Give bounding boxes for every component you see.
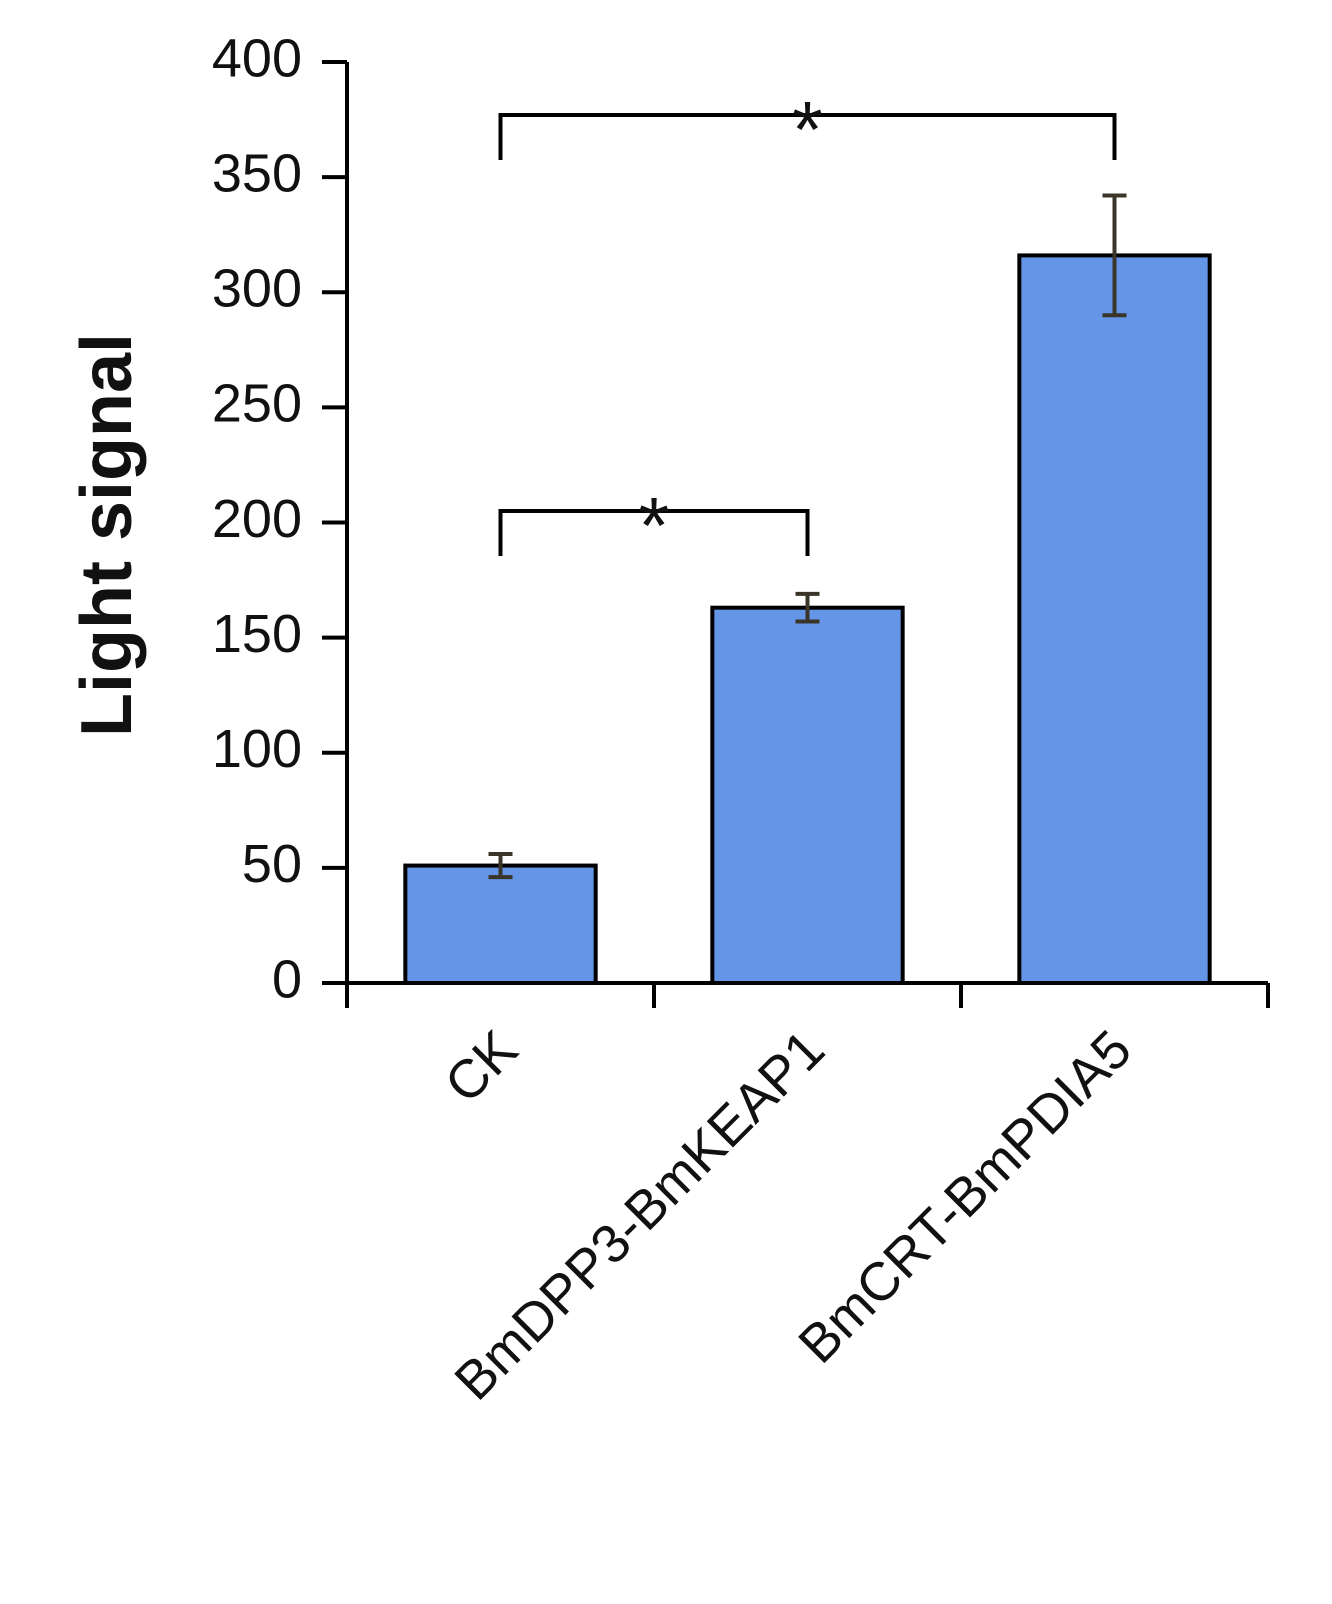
y-tick-label: 300 [212, 259, 302, 319]
error-bar [1102, 193, 1127, 318]
y-tick-label: 400 [212, 28, 302, 88]
significance-label: * [638, 481, 669, 570]
y-tick-label: 200 [212, 489, 302, 549]
x-tick-label: BmCRT-BmPDIA5 [787, 1019, 1143, 1375]
significance-label: * [792, 85, 823, 174]
y-tick-label: 150 [212, 604, 302, 664]
bar [403, 863, 598, 986]
error-bar [488, 852, 513, 880]
y-tick-label: 50 [242, 834, 302, 894]
y-axis-label: Light signal [67, 333, 147, 737]
y-tick-label: 0 [272, 949, 302, 1009]
x-tick-label: CK [434, 1019, 529, 1114]
significance-bracket [498, 112, 1117, 160]
y-tick-label: 250 [212, 374, 302, 434]
error-bar [795, 591, 820, 624]
y-tick-label: 100 [212, 719, 302, 779]
y-tick-label: 350 [212, 143, 302, 203]
bar [1017, 253, 1212, 986]
bar [710, 605, 905, 985]
significance-bracket [498, 508, 810, 556]
